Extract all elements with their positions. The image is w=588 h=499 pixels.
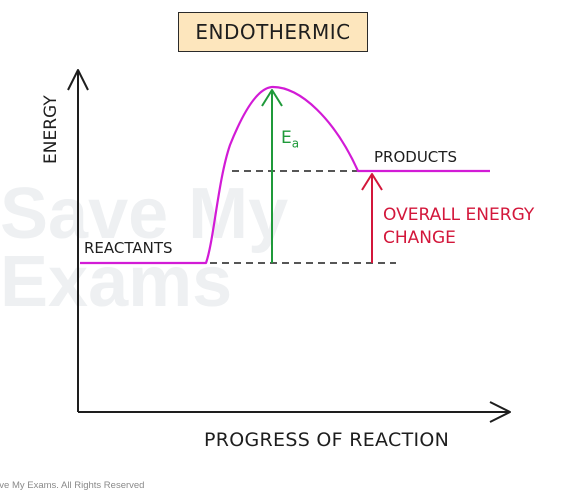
copyright-notice: ave My Exams. All Rights Reserved [0, 480, 145, 491]
reactants-label: REACTANTS [84, 239, 173, 257]
watermark-line-1: Save My [0, 174, 289, 254]
activation-energy-label: Ea [281, 128, 299, 150]
activation-arrowhead [261, 89, 283, 107]
axes [67, 69, 511, 423]
products-label: PRODUCTS [374, 148, 457, 166]
activation-energy-subscript: a [291, 136, 300, 151]
overall-change-line-1: OVERALL ENERGY [383, 205, 535, 225]
overall-energy-change-arrow [361, 173, 383, 263]
x-axis-arrowhead [489, 401, 511, 423]
watermark-line-2: Exams [0, 242, 233, 322]
y-axis-label: ENERGY [41, 95, 61, 164]
x-axis-label: PROGRESS OF REACTION [204, 429, 450, 451]
diagram-title: ENDOTHERMIC [178, 12, 368, 52]
activation-energy-symbol: E [281, 128, 292, 148]
energy-curve [80, 85, 490, 265]
overall-arrowhead [361, 173, 383, 191]
watermark: Save My Exams [0, 174, 289, 322]
overall-change-line-2: CHANGE [383, 228, 456, 248]
activation-energy-arrow [261, 89, 283, 263]
y-axis-arrowhead [67, 69, 89, 91]
diagram-title-text: ENDOTHERMIC [195, 20, 351, 44]
overall-energy-change-label: OVERALL ENERGY CHANGE [383, 204, 534, 250]
